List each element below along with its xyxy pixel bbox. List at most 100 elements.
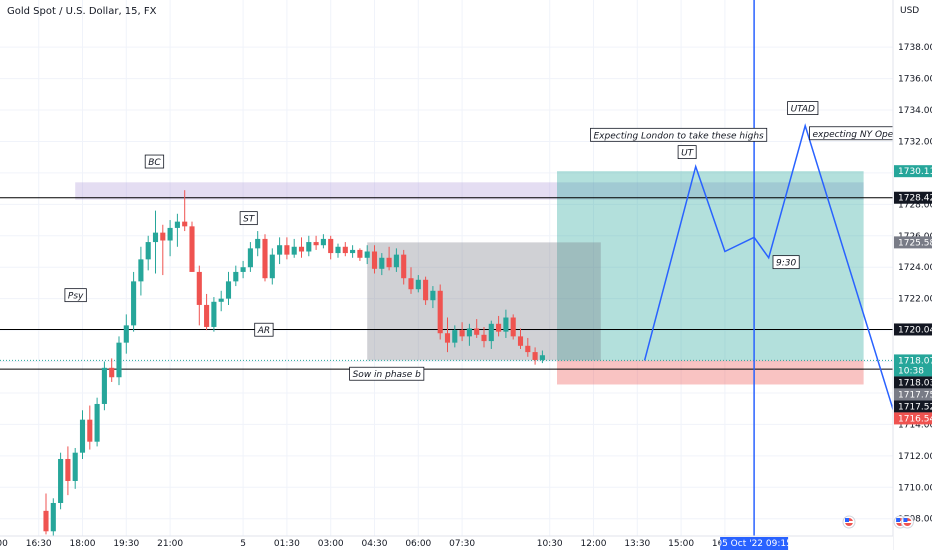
annotation-box [144,154,165,169]
price-badge[interactable]: 1730.11 [894,165,932,178]
candle [437,284,443,340]
time-tick-label: 12:00 [581,539,607,549]
candle-body [225,281,232,299]
candle [123,314,129,354]
annotation-box [787,101,819,116]
price-badge-label: 1720.04 [898,325,932,335]
candle [386,246,392,271]
candle [116,336,122,386]
annotation-label[interactable]: Psy [64,288,87,303]
candle-body [247,248,253,268]
price-badge-label: 1718.07 [898,356,932,366]
price-badge-bg [894,354,932,377]
candle-body [131,281,137,326]
candle [503,309,509,338]
time-tick-label: 16:30 [26,539,52,549]
annotation-label[interactable]: BC [144,154,165,169]
candle-body [393,254,399,268]
candle-body [189,226,195,272]
candle-body [269,254,275,279]
time-tick-label: 07:30 [449,539,475,549]
price-badge[interactable]: 1717.52 [894,400,932,413]
price-tick-label: 1712.00 [898,452,932,462]
annotation-label[interactable]: ST [239,211,258,226]
price-tick-label: 1714.00 [898,420,932,430]
candle-body [525,345,531,353]
candle [50,498,56,536]
price-badge-bg [894,400,932,413]
candle [342,242,348,257]
candle-body [160,232,166,241]
candle-body [328,238,334,254]
annotation-text: ST [243,215,256,225]
price-badge-bg [894,191,932,204]
stop-zone [557,360,864,385]
price-badge[interactable]: 1728.42 [894,191,932,204]
price-badge[interactable]: 1716.54 [894,412,932,425]
candle [459,322,465,342]
price-tick-label: 1738.00 [898,43,932,53]
price-badge[interactable]: 1718.03 [894,376,932,389]
candle [79,410,86,459]
candle-body [379,257,385,269]
candle-body [58,458,64,503]
candle [277,237,283,265]
horizontal-lines[interactable] [0,197,893,370]
candle [481,326,487,348]
time-highlight-label: 05 Oct '22 09:15 [716,539,791,549]
candle-body [306,242,312,252]
candle [174,213,180,247]
candle-body [291,246,297,255]
annotation-label[interactable]: AR [254,322,274,337]
candle [379,253,385,276]
zones [75,171,864,385]
candle [233,265,239,287]
candle-body [87,419,93,442]
candle [284,237,290,260]
time-tick-label: 03:00 [318,539,344,549]
annotation-label[interactable]: Sow in phase b [349,366,425,381]
price-badge-bg [894,323,932,336]
candle-body [204,304,210,327]
price-badge[interactable]: 1720.04 [894,323,932,336]
candle-body [335,246,341,254]
annotation-label[interactable]: 9:30 [772,255,800,270]
us-flag-icon[interactable] [842,515,856,529]
annotation-box [590,127,768,142]
annotation-label[interactable]: expecting NY Opening to take liquidity a… [809,126,932,141]
symbol-title: Gold Spot / U.S. Dollar, 15, FX [7,6,157,17]
candle [350,245,356,258]
price-axis-unit: USD [900,6,919,16]
candle-body [218,298,224,302]
price-axis[interactable]: USD1708.001710.001712.001714.001716.0017… [892,0,932,550]
candle [211,297,217,332]
annotations[interactable]: BC ST Psy AR Sow in phase b Expecting London … [64,101,932,381]
price-tick-label: 1722.00 [898,295,932,305]
annotation-label[interactable]: UT [677,145,697,160]
candle-body [539,355,545,360]
candle-body [364,251,370,258]
candle-body [408,278,414,290]
flag-canton [903,518,908,522]
annotation-label[interactable]: Expecting London to take these highs [590,127,768,142]
candle-body [452,330,458,343]
us-flag-icon[interactable] [900,515,914,529]
candle-body [182,221,188,227]
candle-body [313,242,319,246]
candle [408,267,414,294]
candle [313,235,319,250]
annotation-text: Sow in phase b [353,370,422,380]
time-axis[interactable]: 13:30 15:00 16:30 18:00 19:30 21:00 5 01:30 03:0… [0,515,932,550]
candle [306,235,312,257]
price-axis-background [893,0,932,550]
projection-line[interactable] [643,123,923,504]
price-badge[interactable]: 1717.75 [894,388,932,401]
annotation-label[interactable]: UTAD [787,101,819,116]
price-badge[interactable]: 1725.58 [894,236,932,249]
time-highlight-badge[interactable]: 05 Oct '22 09:15 [716,537,792,550]
candle [510,314,516,340]
candle-body [152,232,159,243]
candle-body [262,238,268,279]
